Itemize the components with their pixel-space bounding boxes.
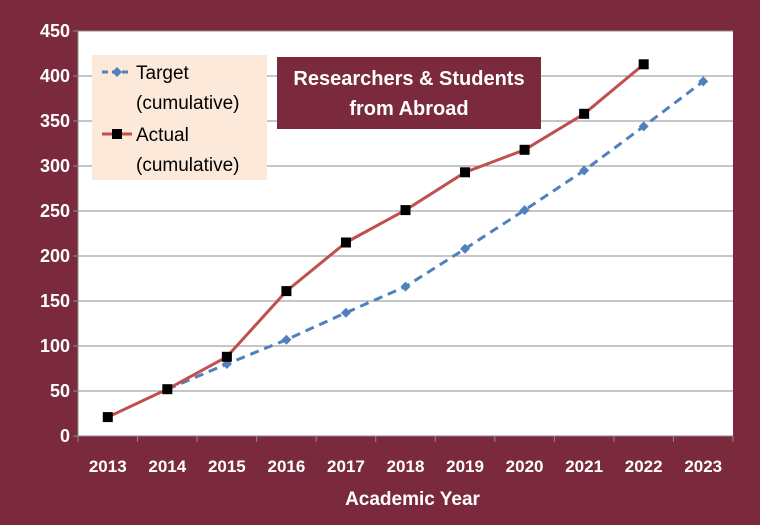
target-data-point [519, 205, 530, 216]
x-axis-tick-labels: 2013 2014 2015 2016 2017 2018 2019 2020 2021 2022… [89, 457, 722, 476]
y-tick-label: 300 [40, 156, 70, 176]
legend-target-label: (cumulative) [136, 93, 239, 114]
legend-actual-marker [112, 129, 122, 139]
x-tick-label: 2023 [684, 457, 722, 476]
chart-title-line: from Abroad [349, 98, 468, 120]
y-tick-label: 0 [60, 426, 70, 446]
target-data-point [340, 307, 351, 318]
chart-title-line: Researchers & Students [293, 68, 524, 90]
target-data-point [281, 334, 292, 345]
target-data-point [400, 281, 411, 292]
y-tick-label: 250 [40, 201, 70, 221]
x-tick-label: 2016 [267, 457, 305, 476]
y-tick-label: 350 [40, 111, 70, 131]
actual-data-point [221, 351, 232, 362]
x-tick-label: 2014 [148, 457, 186, 476]
x-tick-label: 2019 [446, 457, 484, 476]
actual-data-point [638, 59, 649, 70]
actual-data-point [460, 167, 471, 178]
legend-actual-label: Actual [136, 125, 189, 146]
x-tick-label: 2018 [387, 457, 425, 476]
y-tick-label: 450 [40, 21, 70, 41]
actual-data-point [340, 237, 351, 248]
y-tick-label: 150 [40, 291, 70, 311]
x-tick-label: 2015 [208, 457, 246, 476]
legend-target-label: Target [136, 63, 190, 84]
x-axis-label: Academic Year [345, 489, 480, 510]
actual-data-point [102, 412, 113, 423]
legend-actual-label: (cumulative) [136, 155, 239, 176]
x-tick-label: 2017 [327, 457, 365, 476]
actual-data-point [579, 108, 590, 119]
x-tick-label: 2022 [625, 457, 663, 476]
actual-series-line [107, 63, 645, 419]
legend: Target (cumulative) Actual (cumulative) [92, 55, 267, 180]
y-tick-label: 400 [40, 66, 70, 86]
chart-title: Researchers & Students from Abroad [277, 57, 541, 129]
x-tick-label: 2021 [565, 457, 603, 476]
legend-box [92, 55, 267, 180]
x-tick-label: 2013 [89, 457, 127, 476]
actual-data-point [281, 286, 292, 297]
y-tick-label: 50 [50, 381, 70, 401]
target-data-point [638, 121, 649, 132]
data-series [102, 59, 709, 423]
chart-title-box [277, 57, 541, 129]
target-data-point [698, 76, 709, 87]
y-axis-tick-labels: 0 50 100 150 200 250 300 350 400 450 [40, 21, 70, 446]
y-tick-label: 200 [40, 246, 70, 266]
actual-data-point [519, 144, 530, 155]
target-data-point [579, 165, 590, 176]
actual-data-point [400, 205, 411, 216]
target-series-line [166, 80, 705, 391]
y-tick-label: 100 [40, 336, 70, 356]
actual-data-point [162, 384, 173, 395]
target-data-point [460, 243, 471, 254]
x-tick-label: 2020 [506, 457, 544, 476]
legend-target-marker [112, 67, 122, 77]
